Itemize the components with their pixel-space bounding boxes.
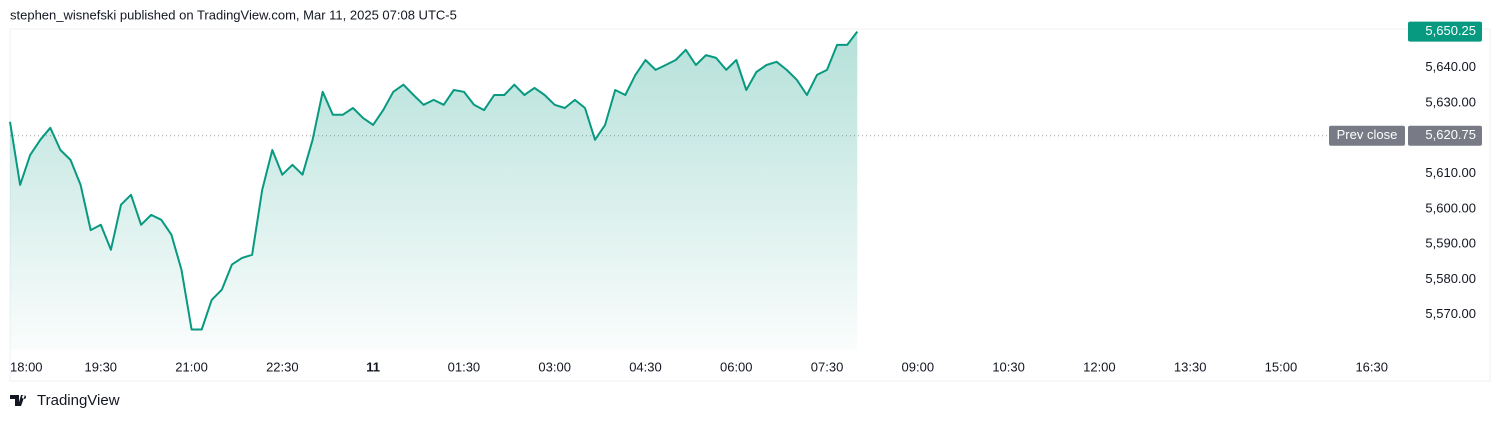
prev-close-label: Prev close [1337, 127, 1398, 142]
x-tick-label: 06:00 [720, 359, 753, 374]
x-tick-label: 16:30 [1355, 359, 1388, 374]
y-tick-label: 5,590.00 [1425, 236, 1476, 251]
x-tick-label: 22:30 [266, 359, 299, 374]
x-tick-label: 15:00 [1265, 359, 1298, 374]
x-tick-label: 04:30 [629, 359, 662, 374]
y-tick-label: 5,580.00 [1425, 271, 1476, 286]
x-tick-label: 19:30 [85, 359, 118, 374]
x-tick-label: 01:30 [448, 359, 481, 374]
brand: TradingView [37, 392, 120, 409]
prev-close-value: 5,620.75 [1425, 127, 1476, 142]
x-tick-label: 21:00 [175, 359, 208, 374]
x-tick-label: 10:30 [992, 359, 1025, 374]
x-tick-label: 11 [366, 359, 380, 374]
y-tick-label: 5,610.00 [1425, 165, 1476, 180]
price-line [9, 30, 859, 331]
last-price-label: 5,650.25 [1425, 23, 1476, 38]
y-tick-label: 5,640.00 [1425, 59, 1476, 74]
header: stephen_wisnefski published on TradingVi… [10, 7, 457, 22]
logo [10, 395, 27, 406]
prev-close-tag [1329, 125, 1405, 146]
x-tick-label: 13:30 [1174, 359, 1207, 374]
x-tick-label: 07:30 [811, 359, 844, 374]
x-tick-label: 03:00 [538, 359, 571, 374]
last-price-tag [1408, 21, 1482, 42]
area [10, 31, 858, 350]
prev-close-value-tag [1408, 125, 1482, 146]
y-tick-label: 5,600.00 [1425, 200, 1476, 215]
x-tick-label: 09:00 [902, 359, 935, 374]
y-tick-label: 5,630.00 [1425, 95, 1476, 110]
x-tick-label: 18:00 [10, 359, 43, 374]
x-tick-label: 12:00 [1083, 359, 1116, 374]
y-tick-label: 5,570.00 [1425, 306, 1476, 321]
